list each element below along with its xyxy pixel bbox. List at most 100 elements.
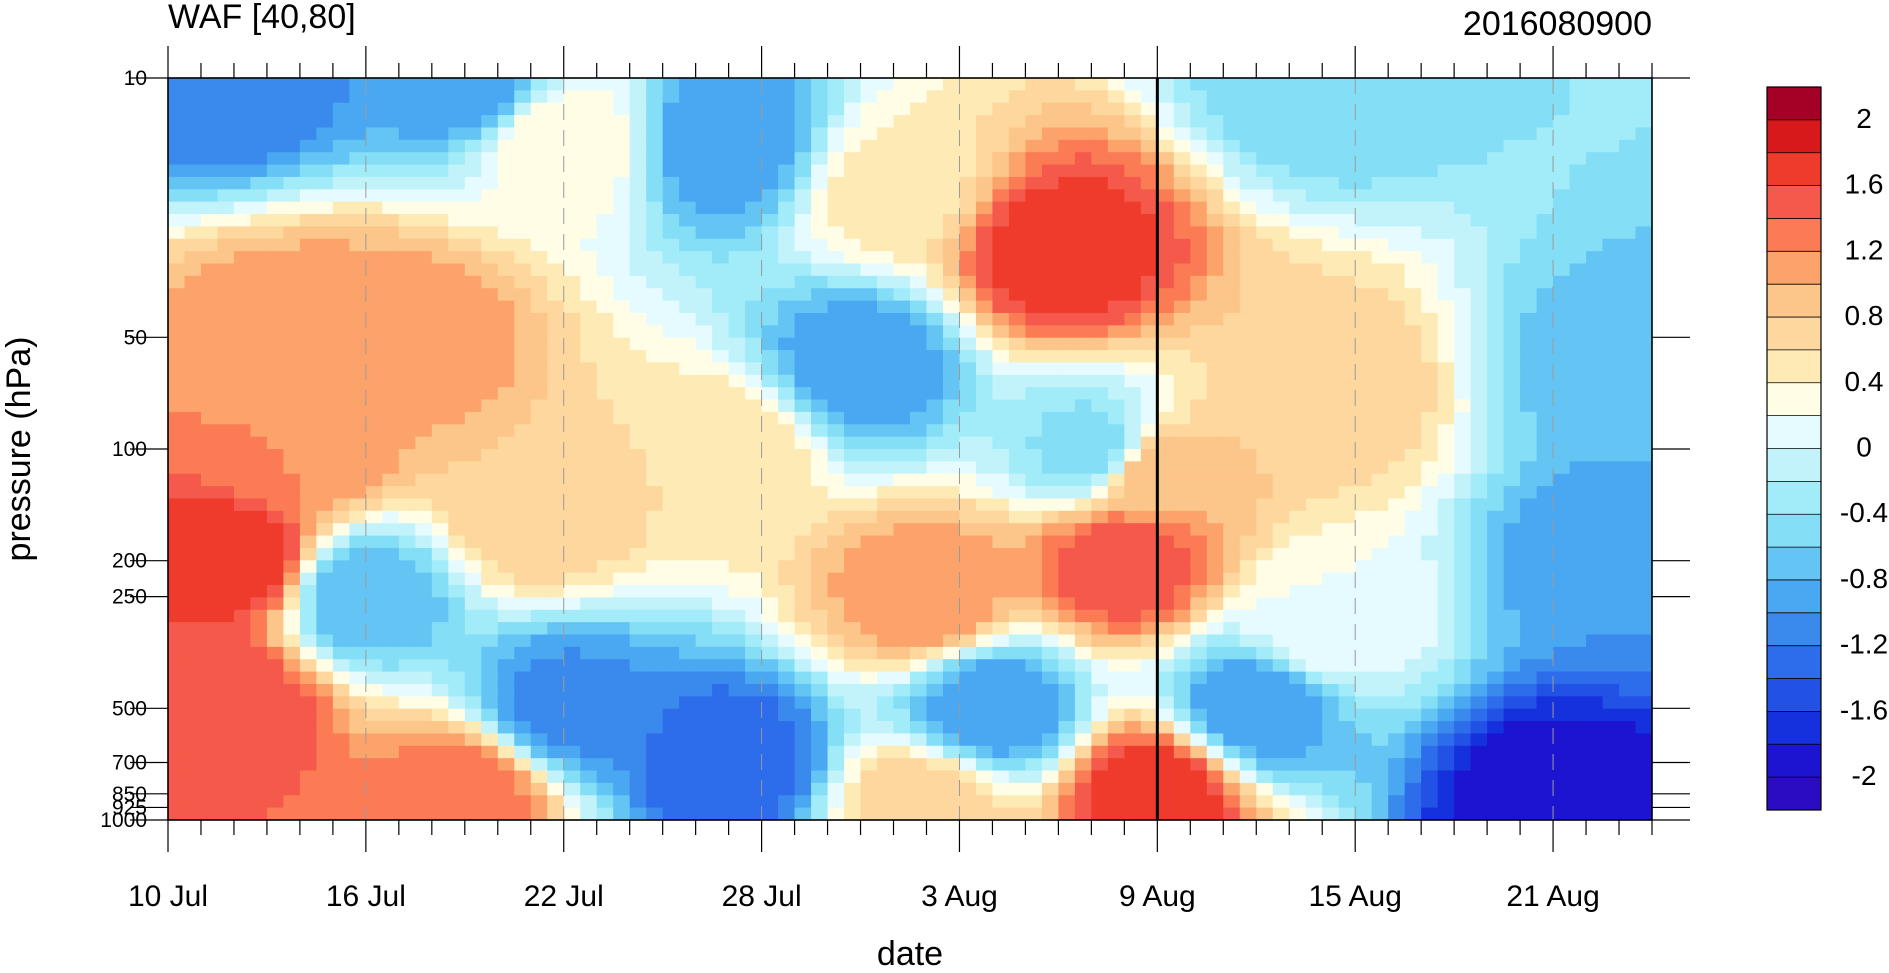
field-cell — [563, 807, 581, 820]
field-cell — [794, 374, 812, 388]
field-cell — [1074, 659, 1092, 673]
field-cell — [761, 411, 779, 425]
field-cell — [497, 696, 515, 710]
field-cell — [431, 683, 449, 697]
field-cell — [398, 337, 416, 351]
field-cell — [1355, 597, 1373, 611]
field-cell — [250, 226, 268, 240]
field-cell — [926, 251, 944, 265]
field-cell — [481, 362, 499, 376]
field-cell — [877, 622, 895, 636]
field-cell — [1272, 560, 1290, 574]
field-cell — [1124, 597, 1142, 611]
field-cell — [712, 189, 730, 203]
field-cell — [563, 238, 581, 252]
field-cell — [1536, 263, 1554, 277]
field-cell — [1272, 127, 1290, 141]
field-cell — [910, 362, 928, 376]
field-cell — [563, 597, 581, 611]
field-cell — [349, 696, 367, 710]
field-cell — [761, 560, 779, 574]
field-cell — [563, 263, 581, 277]
field-cell — [398, 102, 416, 116]
field-cell — [382, 449, 400, 462]
field-cell — [1206, 572, 1224, 586]
field-cell — [217, 449, 235, 462]
field-cell — [926, 547, 944, 561]
field-cell — [877, 486, 895, 500]
field-cell — [1305, 498, 1323, 512]
field-cell — [1470, 374, 1488, 388]
field-cell — [1173, 807, 1191, 820]
field-cell — [332, 374, 350, 388]
field-cell — [1421, 683, 1439, 697]
field-cell — [926, 708, 944, 722]
field-cell — [1470, 78, 1488, 91]
field-cell — [580, 758, 598, 772]
field-cell — [992, 201, 1010, 215]
field-cell — [827, 683, 845, 697]
field-cell — [448, 139, 466, 153]
field-cell — [283, 362, 301, 376]
field-cell — [1206, 535, 1224, 549]
field-cell — [695, 312, 713, 326]
field-cell — [250, 350, 268, 364]
field-cell — [1520, 770, 1538, 784]
field-cell — [1256, 597, 1274, 611]
field-cell — [1388, 585, 1406, 598]
field-cell — [365, 436, 383, 450]
field-cell — [332, 807, 350, 820]
field-cell — [728, 510, 746, 524]
field-cell — [1256, 263, 1274, 277]
field-cell — [1388, 424, 1406, 438]
field-cell — [860, 399, 878, 413]
field-cell — [1124, 659, 1142, 673]
field-cell — [1025, 102, 1043, 116]
field-cell — [1008, 127, 1027, 141]
field-cell — [1289, 263, 1307, 277]
field-cell — [761, 374, 779, 388]
field-cell — [200, 523, 219, 537]
field-cell — [1025, 745, 1043, 759]
field-cell — [975, 176, 994, 190]
field-cell — [168, 312, 186, 326]
field-cell — [811, 164, 829, 178]
field-cell — [926, 634, 944, 648]
field-cell — [712, 782, 730, 796]
field-cell — [1140, 127, 1158, 141]
field-cell — [464, 523, 482, 537]
field-cell — [398, 523, 416, 537]
field-cell — [1272, 139, 1290, 153]
field-cell — [712, 424, 730, 438]
field-cell — [1041, 622, 1059, 636]
field-cell — [959, 696, 977, 710]
field-cell — [712, 312, 730, 326]
field-cell — [217, 102, 235, 116]
field-cell — [580, 189, 598, 203]
field-cell — [860, 300, 878, 314]
field-cell — [745, 436, 763, 450]
field-cell — [1421, 78, 1439, 91]
field-cell — [200, 782, 219, 796]
field-cell — [1338, 312, 1356, 326]
field-cell — [1322, 176, 1340, 190]
field-cell — [1421, 498, 1439, 512]
field-cell — [811, 782, 829, 796]
field-cell — [695, 102, 713, 116]
field-cell — [1157, 733, 1175, 747]
field-cell — [1041, 634, 1059, 648]
field-cell — [712, 646, 730, 660]
field-cell — [959, 139, 977, 153]
field-cell — [1503, 597, 1521, 611]
field-cell — [662, 461, 680, 475]
field-cell — [448, 189, 466, 203]
field-cell — [926, 325, 944, 339]
field-cell — [827, 671, 845, 685]
field-cell — [514, 696, 532, 710]
field-cell — [1124, 387, 1142, 401]
field-cell — [844, 708, 862, 722]
field-cell — [860, 312, 878, 326]
field-cell — [811, 275, 829, 289]
field-cell — [1239, 238, 1257, 252]
field-cell — [1256, 745, 1274, 759]
